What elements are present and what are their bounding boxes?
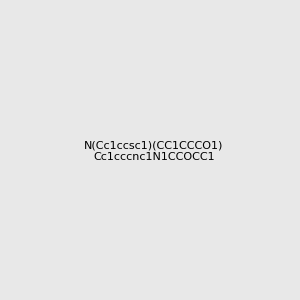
Text: N(Cc1ccsc1)(CC1CCCO1)
Cc1cccnc1N1CCOCC1: N(Cc1ccsc1)(CC1CCCO1) Cc1cccnc1N1CCOCC1 xyxy=(84,141,224,162)
